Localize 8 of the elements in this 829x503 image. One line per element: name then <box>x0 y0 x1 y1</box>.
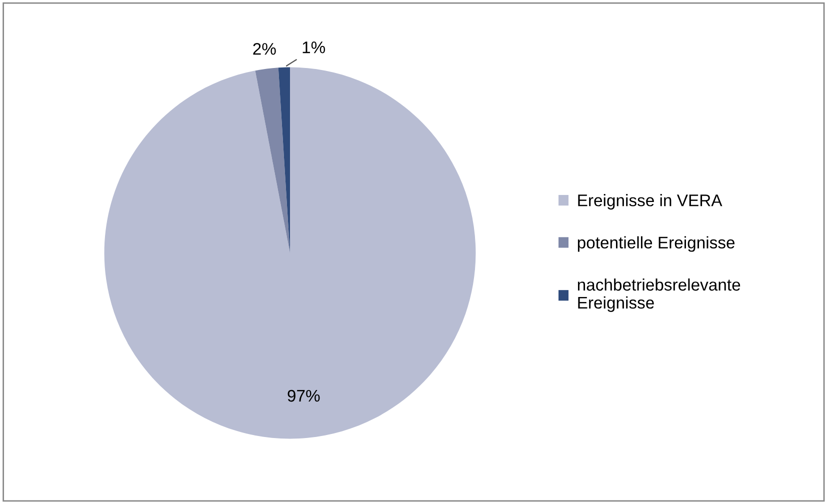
data-label: 97% <box>288 390 320 402</box>
legend-label: nachbetriebsrelevante Ereignisse <box>578 278 740 312</box>
pie-slice <box>104 67 476 439</box>
legend-label: potentielle Ereignisse <box>578 236 735 252</box>
data-label: 2% <box>253 42 276 55</box>
legend-label: Ereignisse in VERA <box>578 194 722 210</box>
pie-slice <box>255 68 290 253</box>
data-label: 1% <box>302 42 326 54</box>
